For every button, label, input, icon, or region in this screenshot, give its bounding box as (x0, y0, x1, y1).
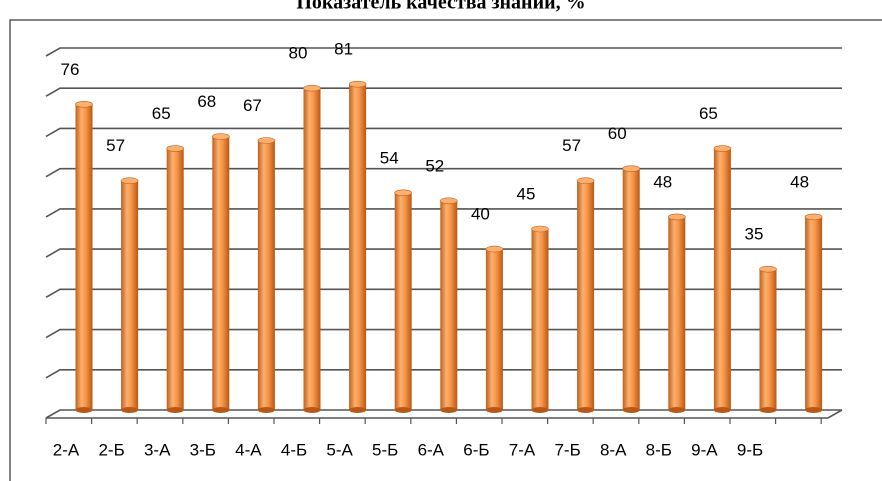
data-label: 35 (745, 225, 764, 244)
bar-base (303, 407, 321, 413)
chart-border (9, 19, 882, 481)
data-label: 67 (243, 96, 262, 115)
bar-base (485, 407, 503, 413)
title-backdrop (200, 0, 680, 19)
bar (75, 104, 93, 411)
grid-line (45, 87, 842, 97)
x-tick-label: 6-А (418, 440, 445, 459)
bar (531, 229, 549, 410)
data-label: 48 (790, 172, 809, 191)
bar (622, 168, 640, 410)
bar-base (257, 407, 275, 413)
bar-base (713, 407, 731, 413)
bar (166, 148, 184, 411)
x-tick-label: 4-Б (281, 440, 307, 459)
bar-cap (759, 265, 777, 273)
data-label: 57 (106, 136, 125, 155)
x-tick-label: 7-А (509, 440, 536, 459)
grid-line (45, 167, 842, 178)
data-label: 60 (608, 124, 627, 143)
bar-cap (485, 245, 504, 253)
bar (759, 269, 777, 410)
bar-cap (120, 177, 139, 185)
data-label: 54 (380, 148, 399, 167)
data-label: 45 (517, 184, 536, 203)
chart-title: Показатель качества знаний, % (296, 0, 585, 14)
x-tick-label: 5-Б (372, 440, 398, 459)
bar-cap (303, 84, 321, 92)
labels: 2-А 76 2-Б 57 3-А 65 3-Б 68 4-А 67 4-Б 80 5-А 81 5-Б 54… (53, 40, 809, 460)
bar-cap (166, 145, 184, 152)
bar (713, 148, 731, 411)
bar-base (75, 407, 93, 413)
x-tick-label: 2-А (53, 440, 80, 459)
bar-base (166, 407, 184, 413)
bar-cap (804, 213, 823, 221)
bar-base (121, 407, 139, 413)
bar-cap (531, 225, 549, 233)
bar-cap (348, 80, 367, 88)
x-tick-label: 8-Б (646, 440, 672, 459)
bar-base (622, 407, 640, 413)
x-tick-label: 7-Б (554, 440, 580, 459)
bar-base (668, 407, 686, 413)
bar (349, 84, 367, 410)
bar (257, 140, 275, 410)
bar-cap (439, 197, 458, 205)
bar (121, 180, 139, 410)
data-label: 76 (61, 60, 80, 79)
x-tick-label: 5-А (326, 440, 353, 459)
data-label: 52 (425, 156, 444, 175)
bar-cap (257, 137, 276, 144)
bar (668, 216, 686, 410)
x-tick-label: 6-Б (463, 440, 489, 459)
floor-edge (46, 409, 843, 419)
bar-cap (667, 213, 686, 221)
x-tick-label: 8-А (600, 440, 627, 459)
bar-cap (576, 177, 595, 185)
x-tick-label: 9-Б (737, 440, 763, 459)
x-tick-label: 2-Б (98, 440, 124, 459)
bar-cap (212, 133, 230, 140)
data-label: 65 (699, 104, 718, 123)
data-label: 40 (471, 205, 490, 224)
bar-cap (713, 145, 732, 152)
bar-base (349, 407, 367, 413)
bar (485, 249, 503, 410)
bar-base (212, 407, 230, 413)
data-label: 57 (562, 136, 581, 155)
grid-line (45, 47, 842, 57)
data-label: 80 (289, 44, 308, 63)
grid-line (45, 127, 842, 138)
x-tick-label: 4-А (235, 440, 262, 459)
bars (75, 80, 823, 413)
bar-base (805, 407, 823, 413)
bar (303, 88, 321, 410)
bar-cap (394, 189, 413, 197)
bar-base (531, 407, 549, 413)
bar-base (440, 407, 458, 413)
bar-cap (75, 101, 93, 108)
x-tick-label: 3-Б (190, 440, 216, 459)
data-label: 65 (152, 104, 171, 123)
bar-cap (622, 165, 641, 172)
data-label: 68 (197, 92, 216, 111)
bar (440, 200, 458, 410)
bar-base (577, 407, 595, 413)
x-tick-label: 3-А (144, 440, 171, 459)
bar-base (759, 407, 777, 413)
bar (394, 192, 412, 410)
bar (212, 136, 230, 410)
x-tick-label: 9-А (691, 440, 718, 459)
bar (805, 216, 823, 410)
bar (577, 180, 595, 410)
data-label: 48 (653, 172, 672, 191)
data-label: 81 (334, 40, 353, 59)
bar-base (394, 407, 412, 413)
